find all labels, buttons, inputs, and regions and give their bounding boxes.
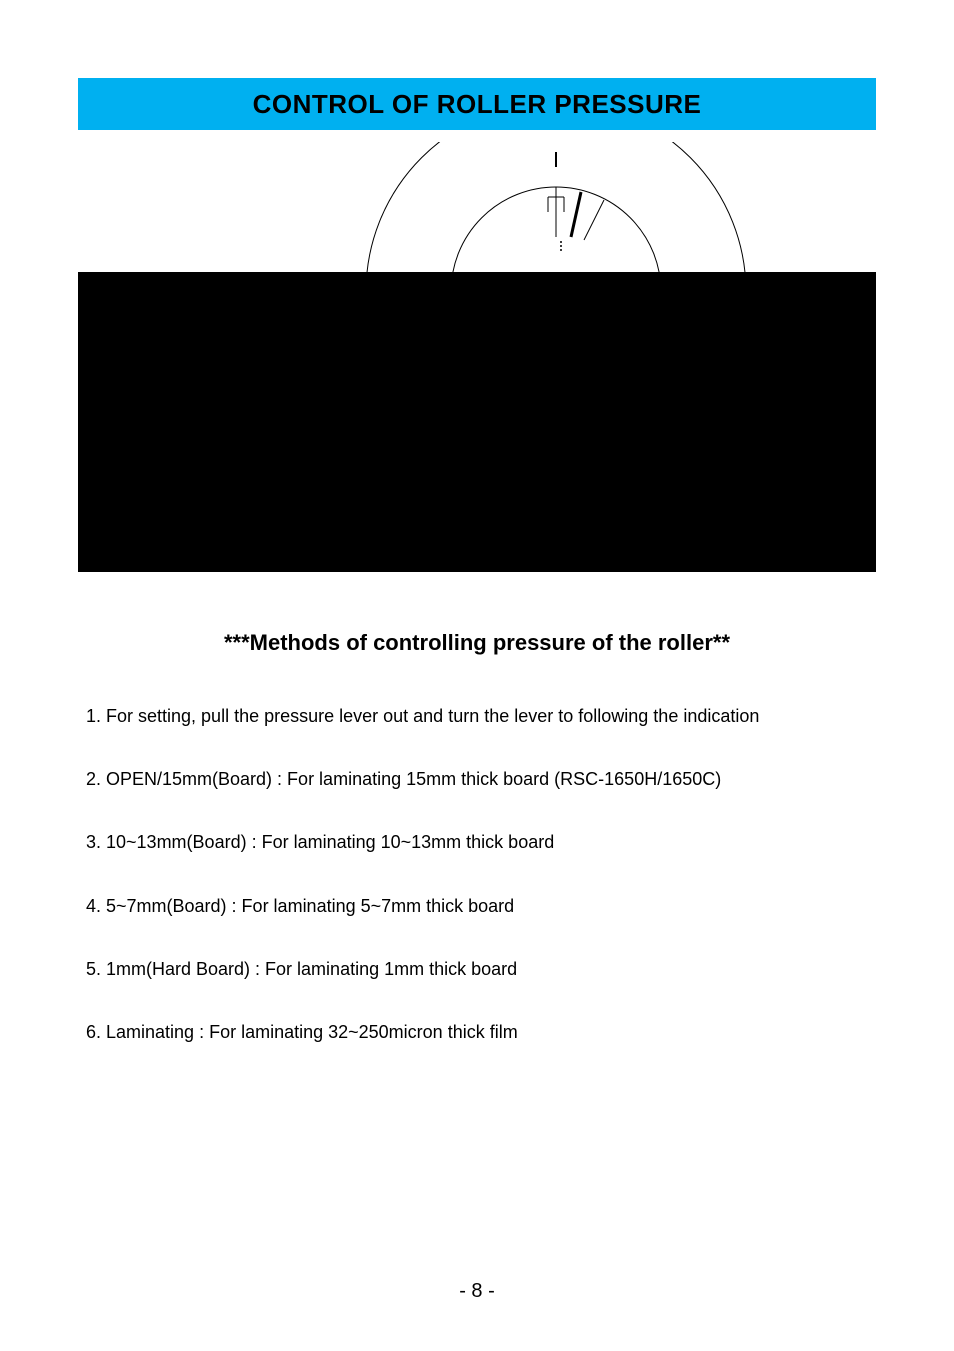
subsection-title: ***Methods of controlling pressure of th… bbox=[78, 630, 876, 656]
dial-svg bbox=[356, 142, 776, 292]
list-item: 2. OPEN/15mm(Board) : For laminating 15m… bbox=[86, 767, 876, 792]
list-item: 1. For setting, pull the pressure lever … bbox=[86, 704, 876, 729]
list-item: 5. 1mm(Hard Board) : For laminating 1mm … bbox=[86, 957, 876, 982]
page: CONTROL OF ROLLER PRESSURE ***Methods of… bbox=[0, 0, 954, 1351]
list-item: 3. 10~13mm(Board) : For laminating 10~13… bbox=[86, 830, 876, 855]
dial-diagram bbox=[78, 142, 876, 272]
redacted-diagram-block bbox=[78, 272, 876, 572]
page-number: - 8 - bbox=[0, 1280, 954, 1303]
list-item: 6. Laminating : For laminating 32~250mic… bbox=[86, 1020, 876, 1045]
section-title-bar: CONTROL OF ROLLER PRESSURE bbox=[78, 78, 876, 130]
instruction-list: 1. For setting, pull the pressure lever … bbox=[78, 704, 876, 1045]
section-title: CONTROL OF ROLLER PRESSURE bbox=[253, 89, 702, 120]
list-item: 4. 5~7mm(Board) : For laminating 5~7mm t… bbox=[86, 894, 876, 919]
